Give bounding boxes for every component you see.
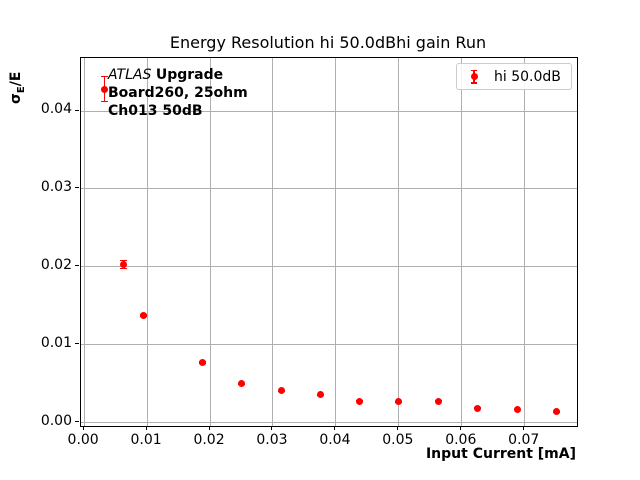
annotation: ATLAS Upgrade Board260, 25ohm Ch013 50dB — [108, 66, 248, 120]
x-tick-mark — [523, 426, 525, 430]
y-tick-mark — [75, 343, 79, 345]
data-point — [356, 397, 364, 405]
chart-title: Energy Resolution hi 50.0dBhi gain Run — [169, 33, 487, 52]
x-gridline — [272, 58, 274, 426]
annotation-line-3: Ch013 50dB — [108, 103, 203, 119]
y-gridline — [81, 422, 577, 424]
x-gridline — [209, 58, 211, 426]
annotation-line-2: Board260, 25ohm — [108, 85, 248, 101]
data-point — [474, 404, 482, 412]
data-point — [513, 406, 521, 414]
x-gridline — [335, 58, 337, 426]
y-axis-label: σE/E — [8, 72, 27, 104]
x-gridline — [398, 58, 400, 426]
x-tick-label: 0.05 — [382, 432, 414, 448]
y-gridline — [81, 266, 577, 268]
error-bar-cap — [120, 267, 128, 270]
annotation-upgrade-text: Upgrade — [155, 67, 224, 83]
x-tick-label: 0.07 — [508, 432, 540, 448]
x-gridline — [461, 58, 463, 426]
annotation-line-1: ATLAS Upgrade — [108, 66, 248, 84]
x-gridline — [146, 58, 148, 426]
data-point — [435, 397, 443, 405]
x-tick-mark — [82, 426, 84, 430]
error-bar-cap — [100, 100, 108, 103]
x-tick-label: 0.01 — [130, 432, 162, 448]
x-tick-mark — [334, 426, 336, 430]
y-gridline — [81, 110, 577, 112]
y-tick-mark — [75, 265, 79, 267]
y-axis-label-suffix: /E — [8, 71, 24, 87]
x-tick-label: 0.02 — [193, 432, 225, 448]
x-tick-label: 0.00 — [67, 432, 99, 448]
data-point — [395, 398, 403, 406]
x-gridline — [524, 58, 526, 426]
data-point — [120, 261, 128, 269]
legend: hi 50.0dB — [456, 63, 572, 90]
legend-errorbar-cap-bottom — [471, 82, 477, 84]
y-tick-label: 0.01 — [40, 334, 72, 351]
x-tick-mark — [145, 426, 147, 430]
annotation-atlas-text: ATLAS — [108, 67, 152, 83]
y-tick-label: 0.03 — [40, 178, 72, 195]
data-point — [316, 391, 324, 399]
y-gridline — [81, 188, 577, 190]
x-tick-mark — [208, 426, 210, 430]
y-tick-mark — [75, 421, 79, 423]
legend-label: hi 50.0dB — [494, 68, 561, 85]
error-bar-cap — [100, 75, 108, 78]
x-tick-label: 0.03 — [256, 432, 288, 448]
data-point — [238, 380, 245, 388]
y-gridline — [81, 344, 577, 346]
y-tick-label: 0.04 — [40, 101, 72, 118]
data-point — [277, 387, 285, 395]
data-point — [198, 358, 206, 366]
data-point — [139, 311, 147, 319]
x-tick-mark — [460, 426, 462, 430]
error-bar-cap — [120, 259, 128, 262]
data-point — [552, 408, 560, 416]
x-axis-label: Input Current [mA] — [425, 446, 576, 462]
legend-errorbar-icon — [466, 68, 482, 86]
x-tick-mark — [397, 426, 399, 430]
x-tick-label: 0.06 — [445, 432, 477, 448]
y-tick-mark — [75, 109, 79, 111]
plot-area: ATLAS Upgrade Board260, 25ohm Ch013 50dB… — [80, 57, 578, 427]
legend-errorbar-cap-top — [471, 69, 477, 71]
data-point — [100, 85, 108, 93]
x-gridline — [83, 58, 85, 426]
y-tick-label: 0.00 — [40, 412, 72, 429]
x-tick-mark — [271, 426, 273, 430]
x-tick-label: 0.04 — [319, 432, 351, 448]
legend-marker-dot — [470, 73, 478, 80]
y-tick-mark — [75, 187, 79, 189]
y-axis-label-subscript: E — [15, 86, 27, 94]
y-tick-label: 0.02 — [40, 256, 72, 273]
